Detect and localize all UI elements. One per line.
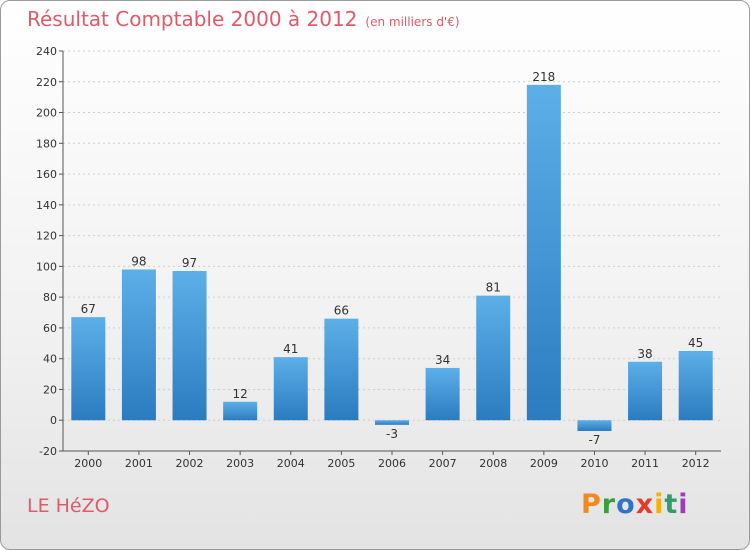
x-tick-label: 2011 xyxy=(631,457,659,470)
chart-title: Résultat Comptable 2000 à 2012 (en millie… xyxy=(27,7,460,31)
chart-title-text: Résultat Comptable 2000 à 2012 xyxy=(27,7,358,31)
data-label-2005: 66 xyxy=(334,304,349,318)
x-tick-label: 2012 xyxy=(682,457,710,470)
bar-2007 xyxy=(425,367,460,421)
logo-letter-p: P xyxy=(581,489,602,520)
bars xyxy=(71,84,713,431)
y-tick-label: 160 xyxy=(36,168,57,181)
y-tick-label: 240 xyxy=(36,45,57,58)
data-label-2006: -3 xyxy=(386,427,398,441)
bar-2003 xyxy=(223,401,258,421)
logo-letter-i: i xyxy=(654,489,665,520)
x-tick-label: 2009 xyxy=(530,457,558,470)
data-label-2001: 98 xyxy=(131,254,146,268)
x-tick-label: 2008 xyxy=(479,457,507,470)
y-tick-label: 180 xyxy=(36,137,57,150)
y-tick-label: 140 xyxy=(36,199,57,212)
bar-2009 xyxy=(526,84,561,421)
x-tick-label: 2004 xyxy=(277,457,305,470)
y-tick-label: 80 xyxy=(43,291,57,304)
bar-2001 xyxy=(121,269,156,421)
x-tick-label: 2002 xyxy=(176,457,204,470)
y-tick-label: -20 xyxy=(39,445,57,458)
logo-letter-i-2: i xyxy=(678,489,689,520)
bar-2002 xyxy=(172,271,207,421)
x-tick-label: 2005 xyxy=(327,457,355,470)
bar-2004 xyxy=(273,357,308,421)
logo-letter-x: x xyxy=(635,489,655,520)
bar-2005 xyxy=(324,318,359,421)
data-label-2000: 67 xyxy=(81,302,96,316)
data-label-2007: 34 xyxy=(435,353,450,367)
grid-lines xyxy=(63,50,721,452)
y-tick-label: 120 xyxy=(36,230,57,243)
chart-subtitle: (en milliers d'€) xyxy=(365,15,460,29)
data-label-2010: -7 xyxy=(588,433,600,447)
x-tick-label: 2000 xyxy=(74,457,102,470)
bar-2010 xyxy=(577,420,612,431)
bar-2011 xyxy=(628,361,663,421)
y-tick-label: 100 xyxy=(36,260,57,273)
axes: -20 0 20 40 60 80 100 120 140 160 180 200 220 240 2000… xyxy=(36,45,721,470)
data-label-2009: 218 xyxy=(532,70,555,84)
y-tick-label: 60 xyxy=(43,322,57,335)
y-tick-label: 200 xyxy=(36,107,57,120)
y-tick-label: 220 xyxy=(36,76,57,89)
x-tick-label: 2010 xyxy=(580,457,608,470)
data-label-2002: 97 xyxy=(182,256,197,270)
logo-letter-r: r xyxy=(601,489,617,520)
bar-2012 xyxy=(678,351,713,421)
x-tick-label: 2001 xyxy=(125,457,153,470)
data-label-2004: 41 xyxy=(283,342,298,356)
y-tick-label: 0 xyxy=(50,414,57,427)
data-label-2012: 45 xyxy=(688,336,703,350)
data-labels: 67 98 97 12 41 66 -3 34 81 218 -7 38 45 xyxy=(81,70,704,447)
data-label-2003: 12 xyxy=(233,387,248,401)
bar-2008 xyxy=(476,295,511,421)
y-tick-label: 20 xyxy=(43,383,57,396)
data-label-2011: 38 xyxy=(637,347,652,361)
commune-name: LE HéZO xyxy=(27,495,110,517)
bar-2000 xyxy=(71,317,106,421)
y-tick-label: 40 xyxy=(43,353,57,366)
data-label-2008: 81 xyxy=(486,281,501,295)
logo-letter-t: t xyxy=(664,489,679,520)
logo-letter-o: o xyxy=(616,489,636,520)
bar-2006 xyxy=(375,420,409,425)
x-tick-label: 2007 xyxy=(429,457,457,470)
x-tick-label: 2006 xyxy=(378,457,406,470)
x-tick-label: 2003 xyxy=(226,457,254,470)
proxiti-logo: Proxiti xyxy=(581,489,689,520)
